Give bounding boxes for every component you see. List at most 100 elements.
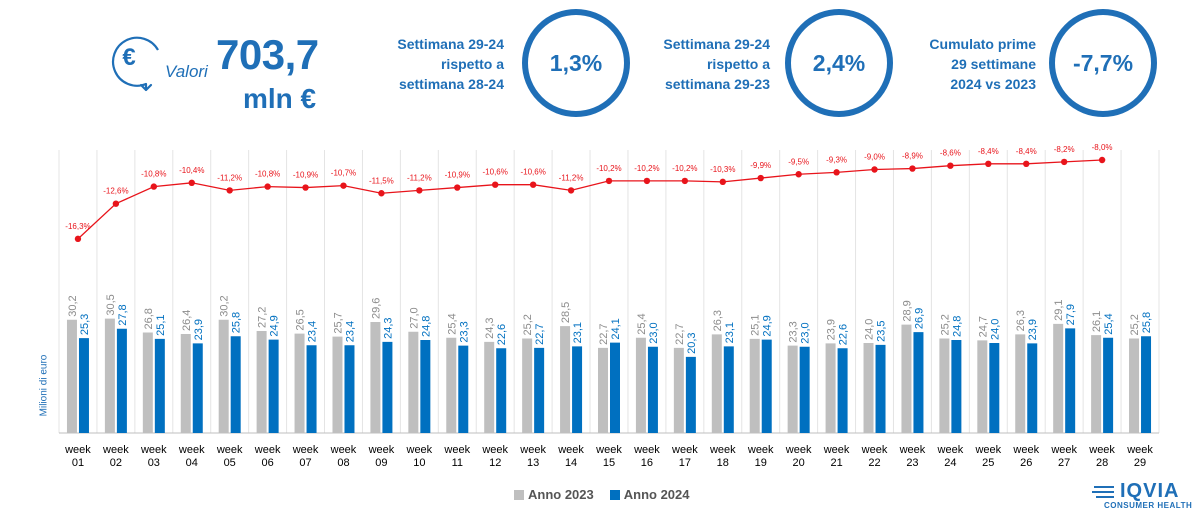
bar-2024 xyxy=(154,338,165,433)
data-label-2023: 26,3 xyxy=(712,310,724,331)
x-tick-label: week xyxy=(671,444,698,456)
data-label-2024: 27,9 xyxy=(1065,304,1077,325)
bar-2024 xyxy=(1103,337,1114,433)
x-tick-label: 01 xyxy=(72,457,84,469)
variation-point xyxy=(909,165,916,172)
data-label-2023: 26,4 xyxy=(181,310,193,331)
bar-2024 xyxy=(685,356,696,433)
data-label-2024: 25,1 xyxy=(155,314,167,335)
variation-point xyxy=(757,174,764,182)
bar-2023 xyxy=(522,338,533,433)
variation-point xyxy=(1023,160,1030,167)
variation-point xyxy=(112,200,120,207)
variation-label: -11,2% xyxy=(407,173,432,182)
bar-2023 xyxy=(370,322,381,433)
data-label-2023: 26,8 xyxy=(143,308,155,329)
bar-2024 xyxy=(989,343,1000,433)
legend-label-2024: Anno 2024 xyxy=(623,487,690,502)
variation-label: -16,3% xyxy=(65,222,90,231)
x-tick-label: 21 xyxy=(830,457,842,469)
data-label-2024: 23,9 xyxy=(1027,319,1039,340)
variation-label: -9,5% xyxy=(788,157,809,166)
data-label-2023: 29,1 xyxy=(1053,299,1065,320)
variation-label: -11,5% xyxy=(369,176,394,185)
valori-label: Valori xyxy=(165,62,208,81)
x-tick-label: week xyxy=(443,444,470,456)
variation-point xyxy=(302,184,309,191)
bar-2024 xyxy=(306,345,317,433)
variation-label: -10,2% xyxy=(672,164,697,173)
data-label-2023: 22,7 xyxy=(598,323,610,344)
bar-2024 xyxy=(913,332,924,433)
x-tick-label: week xyxy=(1088,444,1115,456)
legend-label-2023: Anno 2023 xyxy=(528,487,594,502)
x-tick-label: week xyxy=(709,444,736,456)
data-label-2024: 23,9 xyxy=(193,319,205,340)
data-label-2023: 26,3 xyxy=(1015,310,1027,331)
x-tick-label: 28 xyxy=(1096,457,1108,469)
data-label-2023: 28,9 xyxy=(901,300,913,321)
data-label-2024: 24,9 xyxy=(269,315,281,336)
x-tick-label: week xyxy=(254,444,281,456)
x-tick-label: 29 xyxy=(1134,457,1146,469)
bar-2023 xyxy=(104,318,115,433)
y-axis-label: Milioni di euro xyxy=(38,354,50,417)
data-label-2024: 23,5 xyxy=(876,320,888,341)
x-tick-label: 23 xyxy=(906,457,918,469)
data-label-2024: 24,3 xyxy=(382,317,394,338)
bar-2024 xyxy=(761,339,772,433)
bar-2023 xyxy=(939,338,950,433)
x-tick-label: week xyxy=(974,444,1001,456)
bar-2023 xyxy=(635,337,646,433)
variation-label: -10,2% xyxy=(634,164,659,173)
svg-text:€: € xyxy=(122,44,135,71)
data-label-2024: 22,7 xyxy=(534,323,546,344)
variation-point xyxy=(416,187,423,194)
data-label-2023: 25,4 xyxy=(636,313,648,334)
legend-item-2023: Anno 2023 xyxy=(514,487,594,502)
bar-2023 xyxy=(560,326,571,433)
x-tick-label: 13 xyxy=(527,457,539,469)
data-label-2024: 25,8 xyxy=(231,312,243,333)
kpi-label-line: Settimana 29-24 xyxy=(663,36,770,52)
data-label-2024: 24,8 xyxy=(951,316,963,337)
data-label-2023: 24,3 xyxy=(484,317,496,338)
bar-2023 xyxy=(294,333,305,433)
kpi-label-line: settimana 28-24 xyxy=(398,76,504,92)
bar-2024 xyxy=(382,341,393,433)
legend-swatch-2024 xyxy=(609,489,620,500)
kpi-week-vs-previous-label: Settimana 29-24 rispetto a settimana 28-… xyxy=(370,34,504,94)
x-tick-label: 11 xyxy=(452,457,463,469)
data-label-2024: 20,3 xyxy=(686,332,698,353)
data-label-2024: 24,0 xyxy=(989,319,1001,340)
variation-point xyxy=(985,160,992,167)
data-label-2024: 27,8 xyxy=(117,304,129,325)
data-label-2023: 27,2 xyxy=(257,307,269,328)
data-label-2023: 24,0 xyxy=(864,319,876,340)
data-label-2024: 23,3 xyxy=(458,321,470,342)
x-tick-label: week xyxy=(292,444,319,456)
variation-label: -10,9% xyxy=(293,171,318,180)
data-label-2023: 25,7 xyxy=(332,312,344,333)
total-unit: mln € xyxy=(243,83,317,114)
x-tick-label: 12 xyxy=(489,457,501,469)
variation-label: -9,9% xyxy=(750,161,771,170)
kpi-label-line: rispetto a xyxy=(706,56,770,72)
bar-2024 xyxy=(1065,328,1076,433)
x-tick-label: week xyxy=(633,444,660,456)
x-tick-label: week xyxy=(861,444,888,456)
kpi-label-line: Cumulato prime xyxy=(929,36,1036,52)
x-tick-label: 19 xyxy=(755,457,767,469)
logo-name: IQVIA xyxy=(1120,480,1180,502)
data-label-2023: 23,9 xyxy=(826,319,838,340)
data-label-2024: 23,4 xyxy=(307,321,319,342)
bar-2024 xyxy=(951,340,962,433)
x-tick-label: 25 xyxy=(982,457,994,469)
x-tick-label: 15 xyxy=(603,457,615,469)
euro-down-arrow-icon: € xyxy=(112,36,159,92)
variation-point xyxy=(567,187,575,194)
x-tick-label: 18 xyxy=(717,457,729,469)
variation-point xyxy=(795,171,802,178)
data-label-2023: 25,2 xyxy=(1129,314,1141,335)
kpi-label-line: rispetto a xyxy=(440,56,504,72)
